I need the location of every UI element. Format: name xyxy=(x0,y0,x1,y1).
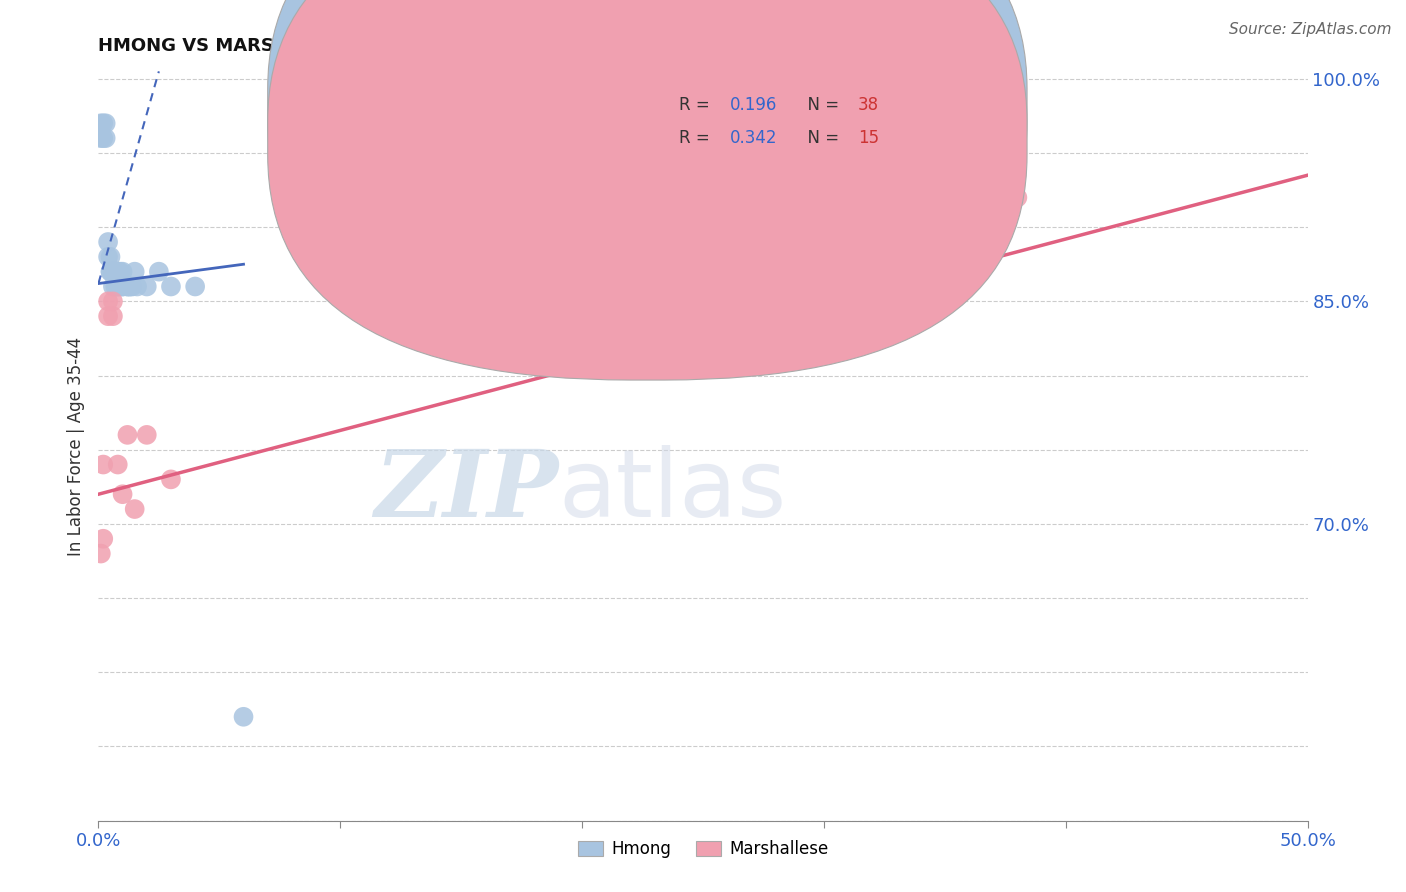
Point xyxy=(108,265,131,279)
Point xyxy=(90,116,112,130)
Point xyxy=(118,279,141,293)
Point xyxy=(1007,190,1029,204)
Point xyxy=(135,279,157,293)
Point xyxy=(90,547,112,561)
Text: Source: ZipAtlas.com: Source: ZipAtlas.com xyxy=(1229,22,1392,37)
Point xyxy=(135,428,157,442)
Text: 0.196: 0.196 xyxy=(730,96,778,114)
Y-axis label: In Labor Force | Age 35-44: In Labor Force | Age 35-44 xyxy=(66,336,84,556)
Point xyxy=(111,265,134,279)
Point xyxy=(104,265,127,279)
Point xyxy=(160,472,183,486)
Point xyxy=(124,502,146,516)
Text: R =: R = xyxy=(679,129,714,147)
Point xyxy=(91,131,114,145)
Point xyxy=(107,265,129,279)
Point xyxy=(232,710,254,724)
Point xyxy=(160,279,183,293)
Text: ZIP: ZIP xyxy=(374,446,558,536)
Point xyxy=(107,279,129,293)
Text: 38: 38 xyxy=(858,96,879,114)
FancyBboxPatch shape xyxy=(267,0,1026,347)
Point xyxy=(100,265,122,279)
Point xyxy=(101,279,124,293)
FancyBboxPatch shape xyxy=(619,94,908,191)
Text: N =: N = xyxy=(797,96,845,114)
Point xyxy=(450,145,472,160)
Point xyxy=(101,265,124,279)
Point xyxy=(101,265,124,279)
Point xyxy=(184,279,207,293)
Point xyxy=(97,309,120,323)
Point xyxy=(104,279,127,293)
Point xyxy=(90,131,112,145)
Point xyxy=(111,279,134,293)
Point xyxy=(100,250,122,264)
Point xyxy=(118,279,141,293)
Point xyxy=(148,265,170,279)
Text: 0.342: 0.342 xyxy=(730,129,778,147)
Point xyxy=(121,279,143,293)
Text: 15: 15 xyxy=(858,129,879,147)
Point xyxy=(91,532,114,546)
Point xyxy=(108,279,131,293)
Point xyxy=(127,279,149,293)
Point xyxy=(111,279,134,293)
Text: N =: N = xyxy=(797,129,845,147)
Point xyxy=(97,250,120,264)
Point xyxy=(107,265,129,279)
Legend: Hmong, Marshallese: Hmong, Marshallese xyxy=(571,833,835,864)
Point xyxy=(101,309,124,323)
Point xyxy=(117,279,139,293)
Point xyxy=(117,279,139,293)
Point xyxy=(107,458,129,472)
Point xyxy=(104,265,127,279)
Point xyxy=(107,279,129,293)
Point xyxy=(117,428,139,442)
Point xyxy=(97,235,120,249)
Text: atlas: atlas xyxy=(558,445,786,537)
Point xyxy=(94,116,117,130)
Point xyxy=(91,116,114,130)
Point xyxy=(100,265,122,279)
Point xyxy=(91,458,114,472)
Text: HMONG VS MARSHALLESE IN LABOR FORCE | AGE 35-44 CORRELATION CHART: HMONG VS MARSHALLESE IN LABOR FORCE | AG… xyxy=(98,37,883,54)
FancyBboxPatch shape xyxy=(267,0,1026,380)
Point xyxy=(94,131,117,145)
Point xyxy=(124,265,146,279)
Point xyxy=(101,294,124,309)
Point xyxy=(111,487,134,501)
Point xyxy=(97,294,120,309)
Text: R =: R = xyxy=(679,96,714,114)
